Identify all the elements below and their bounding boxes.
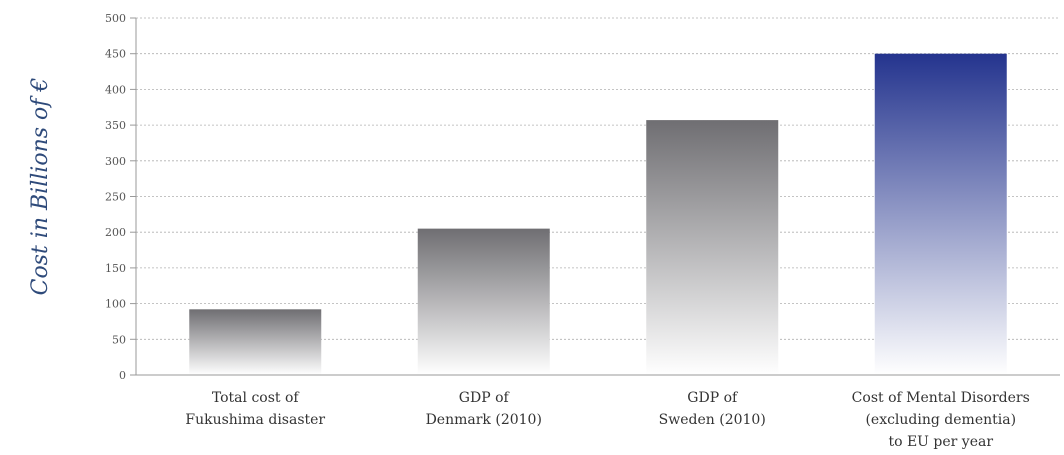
x-category-label-line: Sweden (2010) bbox=[659, 412, 766, 428]
y-tick-label: 500 bbox=[105, 12, 126, 25]
grid-lines bbox=[136, 17, 1060, 340]
bar bbox=[417, 228, 550, 375]
x-category-label: Total cost of Fukushima disaster bbox=[185, 390, 325, 428]
y-axis-ticks: 0 50 100 150 200 250 300 350 400 450 500 bbox=[105, 12, 136, 382]
y-tick-label: 50 bbox=[112, 333, 126, 346]
x-category-label-line: GDP of bbox=[687, 390, 739, 406]
x-category-label-line: GDP of bbox=[459, 390, 511, 406]
y-tick-label: 450 bbox=[105, 48, 126, 61]
bar bbox=[189, 309, 322, 375]
y-tick-label: 200 bbox=[105, 226, 126, 239]
y-tick-label: 400 bbox=[105, 83, 126, 96]
y-tick-label: 300 bbox=[105, 155, 126, 168]
x-category-label: Cost of Mental Disorders (excluding demen… bbox=[852, 390, 1030, 450]
x-category-label-line: (excluding dementia) bbox=[865, 412, 1016, 428]
x-category-label-line: Denmark (2010) bbox=[426, 412, 542, 428]
x-category-label: GDP of Denmark (2010) bbox=[426, 390, 542, 428]
y-tick-label: 0 bbox=[119, 369, 126, 382]
x-category-label-line: Total cost of bbox=[212, 390, 301, 406]
y-tick-label: 250 bbox=[105, 191, 126, 204]
x-axis-categories: Total cost of Fukushima disaster GDP of Den… bbox=[185, 390, 1029, 450]
y-tick-label: 100 bbox=[105, 298, 126, 311]
bars bbox=[189, 53, 1007, 376]
x-category-label-line: Cost of Mental Disorders bbox=[852, 390, 1030, 406]
bar bbox=[874, 53, 1007, 375]
bar bbox=[646, 120, 779, 376]
x-category-label-line: to EU per year bbox=[888, 434, 993, 450]
y-tick-label: 350 bbox=[105, 119, 126, 132]
x-category-label-line: Fukushima disaster bbox=[185, 412, 325, 428]
x-category-label: GDP of Sweden (2010) bbox=[659, 390, 766, 428]
y-axis-label: Cost in Billions of € bbox=[28, 78, 53, 296]
y-tick-label: 150 bbox=[105, 262, 126, 275]
